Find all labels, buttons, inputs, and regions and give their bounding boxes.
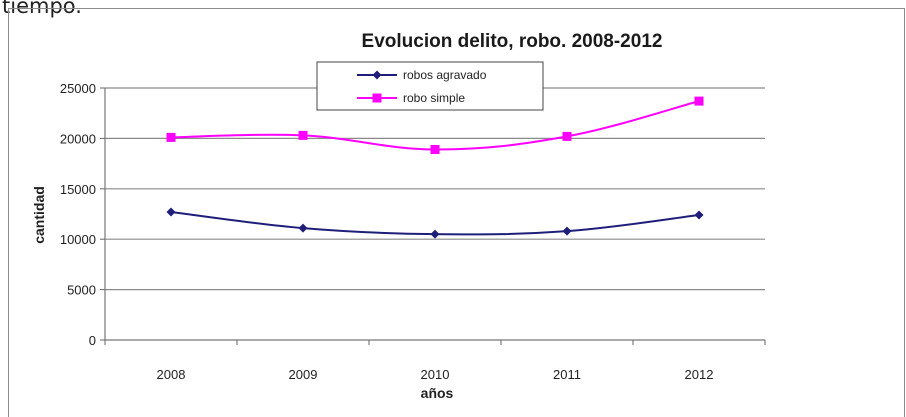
- legend-box: [316, 61, 544, 111]
- data-point: [562, 131, 572, 141]
- data-point: [298, 130, 308, 140]
- x-tick-label: 2012: [685, 367, 714, 382]
- x-tick-label: 2008: [157, 367, 186, 382]
- axes: [100, 87, 766, 345]
- x-tick-label: 2009: [289, 367, 318, 382]
- data-point: [166, 132, 176, 142]
- x-tick-labels: 2008 2009 2010 2011 2012: [157, 367, 714, 382]
- x-tick-label: 2010: [421, 367, 450, 382]
- x-axis-title: años: [421, 385, 454, 401]
- data-point: [694, 210, 704, 220]
- series-0: [166, 207, 704, 239]
- legend-label: robos agravado: [403, 68, 487, 82]
- y-tick-label: 5000: [67, 283, 96, 298]
- data-point: [430, 229, 440, 239]
- series-lines: [166, 96, 704, 239]
- data-point: [562, 226, 572, 236]
- y-tick-label: 0: [89, 333, 96, 348]
- data-point: [298, 223, 308, 233]
- data-point: [430, 144, 440, 154]
- chart-frame: [8, 8, 905, 417]
- data-point: [166, 207, 176, 217]
- data-point: [694, 96, 704, 106]
- x-tick-label: 2011: [553, 367, 581, 382]
- legend-label: robo simple: [403, 91, 465, 105]
- legend: robos agravado robo simple: [316, 61, 544, 111]
- y-tick-label: 25000: [60, 81, 96, 96]
- gridlines: [105, 87, 765, 291]
- y-axis-title: cantidad: [31, 186, 47, 244]
- series-1: [166, 96, 704, 154]
- y-tick-label: 20000: [60, 131, 96, 146]
- chart-title: Evolucion delito, robo. 2008-2012: [362, 31, 663, 52]
- y-tick-label: 15000: [60, 182, 96, 197]
- y-tick-label: 10000: [60, 232, 96, 247]
- legend-swatch-marker: [372, 93, 382, 103]
- caption-fragment: tiempo.: [2, 0, 82, 18]
- y-tick-labels: 0 5000 10000 15000 20000 25000: [60, 81, 96, 348]
- legend-swatch-marker: [372, 70, 382, 80]
